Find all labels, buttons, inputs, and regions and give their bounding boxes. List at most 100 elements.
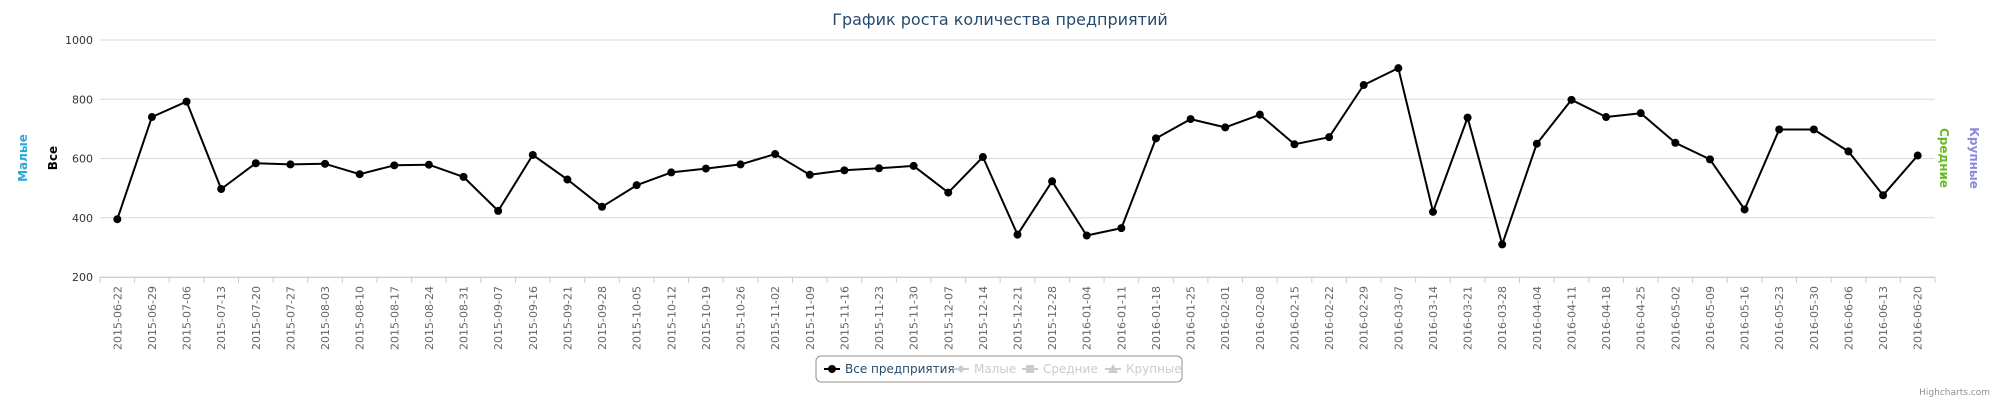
x-axis-ticks: 2015-06-22 2015-06-29 2015-07-06 2015-07-13… [111, 286, 1924, 350]
data-point [1325, 133, 1334, 142]
x-tick-label: 2016-06-13 [1877, 286, 1890, 350]
data-point [424, 160, 433, 169]
x-tick-label: 2015-07-27 [284, 286, 297, 350]
data-point [182, 97, 191, 106]
x-tick-label: 2015-09-07 [492, 286, 505, 350]
x-tick-label: 2016-02-01 [1219, 286, 1232, 350]
y-axis-title-all: Все [46, 146, 60, 170]
y-tick-label: 400 [72, 212, 93, 225]
y-axis-ticks: 200 400 600 800 1000 [65, 34, 93, 284]
data-point [1463, 113, 1472, 122]
x-tick-label: 2016-05-16 [1739, 286, 1752, 350]
x-tick-label: 2015-12-14 [977, 286, 990, 350]
data-point [113, 215, 122, 224]
data-point [1602, 113, 1611, 122]
legend-label-large: Крупные [1126, 362, 1182, 376]
x-tick-label: 2015-10-26 [735, 286, 748, 350]
legend-item-all[interactable]: Все предприятия [824, 362, 955, 376]
y-tick-label: 600 [72, 153, 93, 166]
x-tick-label: 2016-02-29 [1358, 286, 1371, 350]
data-point [875, 164, 884, 173]
x-tick-label: 2016-01-25 [1185, 286, 1198, 350]
data-point [1255, 110, 1264, 119]
x-tick-label: 2016-02-22 [1323, 286, 1336, 350]
y-axis-title-small: Малые [16, 134, 30, 182]
x-tick-label: 2016-01-18 [1150, 286, 1163, 350]
data-point [1082, 231, 1091, 240]
x-tick-label: 2016-04-11 [1565, 286, 1578, 350]
legend-label-small: Малые [974, 362, 1016, 376]
x-tick-label: 2015-06-29 [146, 286, 159, 350]
x-tick-label: 2015-12-07 [942, 286, 955, 350]
x-tick-label: 2016-03-28 [1496, 286, 1509, 350]
data-point [528, 150, 537, 159]
x-tick-label: 2015-10-19 [700, 286, 713, 350]
data-point [1359, 81, 1368, 90]
x-tick-label: 2016-03-21 [1462, 286, 1475, 350]
series-layer [113, 64, 1922, 249]
data-point [1879, 191, 1888, 200]
data-point [1117, 224, 1126, 233]
data-point [563, 175, 572, 184]
data-point [147, 113, 156, 122]
x-tick-label: 2015-07-13 [215, 286, 228, 350]
data-point [390, 161, 399, 170]
data-point [1048, 177, 1057, 186]
x-tick-label: 2015-09-21 [561, 286, 574, 350]
legend-triangle-icon [1108, 364, 1118, 373]
x-tick-label: 2016-05-02 [1669, 286, 1682, 350]
data-point [1775, 125, 1784, 134]
x-tick-label: 2016-05-23 [1773, 286, 1786, 350]
legend-item-medium[interactable]: Средние [1022, 362, 1098, 376]
data-point [1221, 123, 1230, 132]
data-point [1290, 140, 1299, 149]
x-tick-label: 2016-03-14 [1427, 286, 1440, 350]
data-point [840, 166, 849, 175]
data-point [494, 206, 503, 215]
legend-square-icon [1026, 365, 1034, 373]
data-point [909, 161, 918, 170]
x-tick-label: 2015-11-30 [908, 286, 921, 350]
legend-item-large[interactable]: Крупные [1105, 362, 1182, 376]
x-tick-label: 2015-08-24 [423, 286, 436, 350]
x-tick-label: 2015-11-02 [769, 286, 782, 350]
y-axis-title-large: Крупные [1967, 127, 1981, 189]
y-tick-label: 200 [72, 271, 93, 284]
data-point [771, 150, 780, 159]
x-tick-label: 2015-11-09 [804, 286, 817, 350]
x-tick-label: 2015-12-21 [1012, 286, 1025, 350]
data-point [1636, 109, 1645, 118]
data-point [217, 185, 226, 194]
x-tick-label: 2015-12-28 [1046, 286, 1059, 350]
credits-link[interactable]: Highcharts.com [1919, 388, 1990, 398]
legend-item-small[interactable]: Малые [953, 362, 1016, 376]
x-tick-label: 2016-04-25 [1635, 286, 1648, 350]
x-tick-label: 2015-11-16 [838, 286, 851, 350]
chart-title: График роста количества предприятий [832, 10, 1168, 29]
data-point [251, 159, 260, 168]
data-point [1567, 95, 1576, 104]
data-point [701, 164, 710, 173]
legend-label-medium: Средние [1043, 362, 1098, 376]
data-point [1151, 134, 1160, 143]
data-point [1913, 151, 1922, 160]
legend-label-all: Все предприятия [845, 362, 955, 376]
data-point [321, 159, 330, 168]
data-point [805, 170, 814, 179]
y-tick-label: 800 [72, 93, 93, 106]
x-tick-label: 2015-09-16 [527, 286, 540, 350]
grid [100, 39, 1935, 278]
data-point [1671, 138, 1680, 147]
x-tick-label: 2015-08-17 [388, 286, 401, 350]
data-point [1740, 205, 1749, 214]
x-tick-label: 2015-11-23 [873, 286, 886, 350]
x-tick-label: 2015-07-20 [250, 286, 263, 350]
data-point [632, 181, 641, 190]
x-tick-label: 2016-05-09 [1704, 286, 1717, 350]
data-point [944, 188, 953, 197]
legend: Все предприятия Малые Средние Крупные [815, 355, 1183, 383]
x-tick-label: 2016-04-04 [1531, 286, 1544, 350]
data-point [1532, 139, 1541, 148]
data-point [286, 160, 295, 169]
x-tick-label: 2015-08-03 [319, 286, 332, 350]
